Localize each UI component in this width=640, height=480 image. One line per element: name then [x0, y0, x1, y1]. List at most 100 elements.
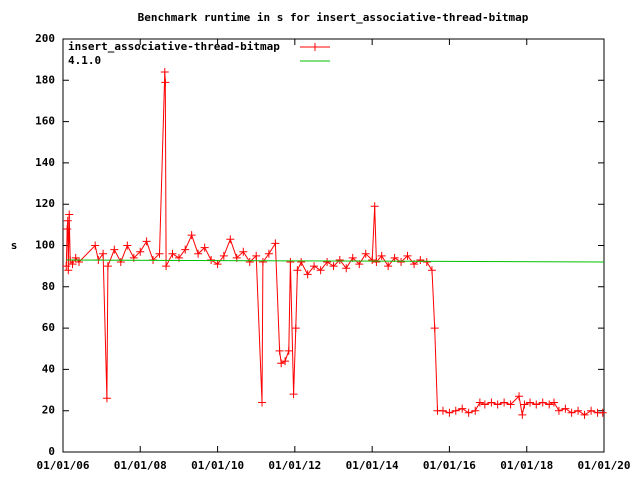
point-marker: [549, 398, 558, 407]
point-marker: [487, 398, 496, 407]
point-marker: [91, 241, 100, 250]
x-tick-label: 01/01/20: [578, 459, 631, 472]
point-marker: [458, 404, 467, 413]
point-marker: [500, 398, 509, 407]
point-marker: [475, 398, 484, 407]
point-marker: [561, 404, 570, 413]
point-marker: [258, 398, 267, 407]
x-tick-label: 01/01/08: [114, 459, 167, 472]
point-marker: [187, 231, 196, 240]
point-marker: [71, 253, 80, 262]
point-marker: [518, 410, 527, 419]
y-tick-label: 140: [35, 156, 55, 169]
point-marker: [161, 78, 170, 87]
point-marker: [99, 249, 108, 258]
point-marker: [403, 251, 412, 260]
x-tick-label: 01/01/10: [191, 459, 244, 472]
legend-label: insert_associative-thread-bitmap: [68, 40, 280, 53]
point-marker: [160, 68, 169, 77]
point-marker: [63, 216, 72, 225]
legend-marker: [311, 43, 319, 51]
point-marker: [213, 260, 222, 269]
point-marker: [526, 398, 535, 407]
point-marker: [293, 266, 302, 275]
point-marker: [438, 406, 447, 415]
point-marker: [335, 255, 344, 264]
point-marker: [361, 249, 370, 258]
point-marker: [310, 262, 319, 271]
point-marker: [103, 262, 112, 271]
point-marker: [291, 324, 300, 333]
point-marker: [64, 266, 73, 275]
point-marker: [275, 346, 284, 355]
y-tick-label: 80: [42, 280, 55, 293]
point-marker: [480, 400, 489, 409]
point-marker: [142, 237, 151, 246]
point-marker: [277, 359, 286, 368]
point-marker: [471, 406, 480, 415]
point-marker: [416, 255, 425, 264]
point-marker: [219, 251, 228, 260]
x-tick-label: 01/01/18: [500, 459, 553, 472]
point-marker: [445, 408, 454, 417]
point-marker: [258, 258, 267, 267]
point-marker: [155, 249, 164, 258]
point-marker: [136, 247, 145, 256]
point-marker: [430, 324, 439, 333]
point-marker: [545, 400, 554, 409]
point-marker: [567, 408, 576, 417]
point-marker: [245, 258, 254, 267]
point-marker: [162, 262, 171, 271]
point-marker: [116, 258, 125, 267]
point-marker: [297, 258, 306, 267]
point-marker: [62, 262, 71, 271]
point-marker: [316, 266, 325, 275]
point-marker: [264, 249, 273, 258]
point-marker: [281, 357, 290, 366]
point-marker: [226, 235, 235, 244]
point-marker: [194, 249, 203, 258]
x-tick-label: 01/01/14: [346, 459, 399, 472]
y-tick-label: 100: [35, 239, 55, 252]
point-marker: [493, 400, 502, 409]
point-marker: [74, 258, 83, 267]
series-line: [66, 259, 605, 263]
point-marker: [580, 410, 589, 419]
y-tick-label: 120: [35, 197, 55, 210]
y-tick-label: 40: [42, 362, 55, 375]
chart-title: Benchmark runtime in s for insert_associ…: [138, 11, 529, 24]
legend-label: 4.1.0: [68, 54, 101, 67]
point-marker: [532, 400, 541, 409]
point-marker: [102, 394, 111, 403]
point-marker: [207, 255, 216, 264]
point-marker: [598, 408, 607, 417]
point-marker: [252, 251, 261, 260]
point-marker: [422, 258, 431, 267]
point-marker: [181, 245, 190, 254]
y-tick-label: 20: [42, 404, 55, 417]
point-marker: [65, 210, 74, 219]
point-marker: [289, 390, 298, 399]
point-marker: [377, 251, 386, 260]
point-marker: [348, 253, 357, 262]
point-marker: [123, 241, 132, 250]
y-tick-label: 180: [35, 73, 55, 86]
point-marker: [303, 270, 312, 279]
point-marker: [168, 249, 177, 258]
point-marker: [284, 346, 293, 355]
point-marker: [372, 258, 381, 267]
point-marker: [239, 247, 248, 256]
point-marker: [554, 406, 563, 415]
point-marker: [506, 400, 515, 409]
point-marker: [200, 243, 209, 252]
point-marker: [397, 258, 406, 267]
point-marker: [574, 406, 583, 415]
x-tick-label: 01/01/12: [268, 459, 321, 472]
point-marker: [271, 239, 280, 248]
point-marker: [587, 406, 596, 415]
x-tick-label: 01/01/16: [423, 459, 476, 472]
y-tick-label: 200: [35, 32, 55, 45]
point-marker: [538, 398, 547, 407]
